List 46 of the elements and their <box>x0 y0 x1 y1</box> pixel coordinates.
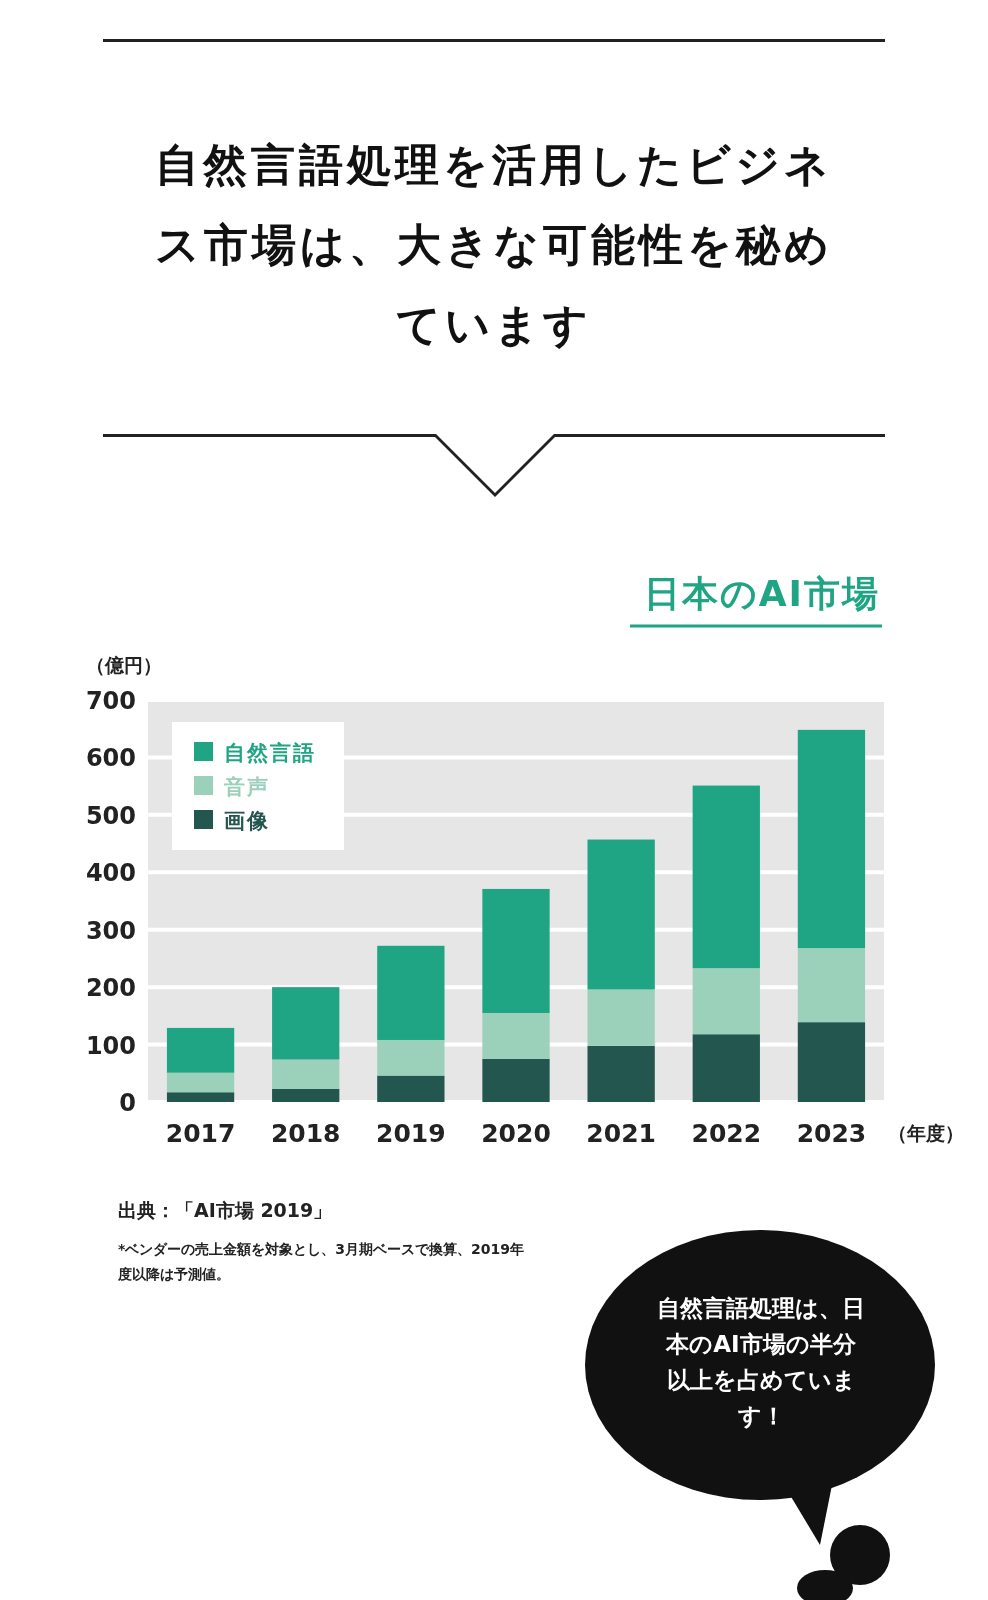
y-tick-label: 200 <box>85 974 136 1003</box>
bar <box>797 948 866 1023</box>
bar <box>797 729 866 949</box>
x-tick-label: 2020 <box>481 1119 551 1148</box>
bar <box>377 945 445 1040</box>
bar <box>166 1027 235 1073</box>
x-tick-label: 2019 <box>376 1119 446 1148</box>
x-tick-label: 2018 <box>270 1119 341 1148</box>
bar <box>797 1022 866 1102</box>
y-tick-label: 700 <box>85 687 136 715</box>
bar <box>587 839 655 990</box>
x-axis-title: （年度） <box>888 1122 964 1144</box>
x-tick-label: 2023 <box>796 1119 867 1148</box>
bar <box>272 1088 340 1102</box>
x-tick-label: 2022 <box>691 1119 762 1148</box>
bar <box>482 1012 550 1059</box>
bar <box>377 1039 445 1076</box>
x-tick-label: 2017 <box>165 1119 236 1148</box>
legend-label: 画像 <box>224 809 270 833</box>
text: *ベンダーの売上金額を対象とし、3月期ベースで換算、2019年度以降は予測値。 <box>118 1240 526 1284</box>
y-tick-label: 600 <box>85 744 136 773</box>
bar <box>482 1058 550 1102</box>
bar <box>587 989 655 1046</box>
y-tick-label: 500 <box>85 801 136 830</box>
bar <box>692 968 760 1035</box>
bar <box>692 785 760 969</box>
y-tick-label: 400 <box>85 859 136 888</box>
bar <box>482 888 550 1013</box>
bar <box>272 987 340 1060</box>
bar <box>692 1034 760 1102</box>
legend-label: 音声 <box>223 775 270 799</box>
x-tick-label: 2021 <box>586 1119 656 1148</box>
chart-title: 自然言語処理を活用したビジネス市場は、大きな可能性を秘めています <box>154 138 834 352</box>
y-axis-title: （億円） <box>86 654 162 676</box>
bar <box>166 1092 235 1102</box>
bar <box>272 1059 340 1089</box>
y-tick-label: 0 <box>119 1089 136 1117</box>
source-note: 出典：「AI市場 2019」 <box>118 1198 334 1223</box>
y-tick-label: 100 <box>85 1031 136 1060</box>
bar <box>166 1072 235 1093</box>
y-tick-label: 300 <box>85 916 136 945</box>
legend-label: 自然言語 <box>224 741 316 765</box>
text: 自然言語処理は、日本のAI市場の半分以上を占めています！ <box>656 1294 866 1431</box>
chart-subtitle: 日本のAI市場 <box>642 572 880 616</box>
bar <box>377 1075 445 1102</box>
bar <box>587 1045 655 1102</box>
